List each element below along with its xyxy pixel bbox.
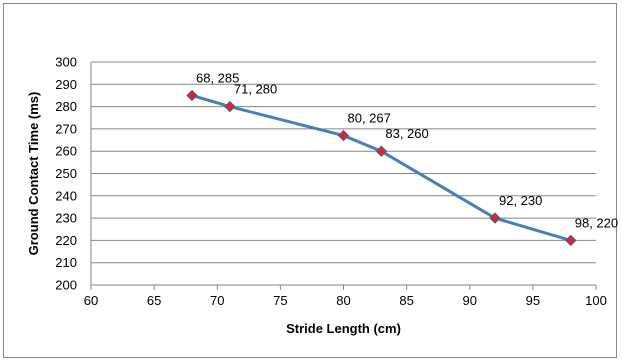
data-label: 83, 260: [385, 126, 428, 141]
y-tick-labels: 200 210 220 230 240 250 260 270 280 290 300: [55, 55, 77, 293]
x-tick-label: 90: [463, 293, 477, 308]
x-tick-label: 60: [84, 293, 98, 308]
data-label: 68, 285: [196, 70, 239, 85]
data-label: 92, 230: [499, 193, 542, 208]
y-tick-label: 220: [55, 233, 77, 248]
data-point-marker: [375, 145, 388, 157]
data-label: 80, 267: [348, 111, 391, 126]
data-point-marker: [224, 100, 236, 113]
x-tick-label: 95: [526, 293, 540, 308]
y-tick-label: 230: [55, 211, 77, 226]
x-axis-title: Stride Length (cm): [286, 321, 401, 336]
y-tick-label: 260: [55, 144, 77, 159]
data-point-marker: [565, 234, 577, 247]
x-tick-label: 70: [210, 293, 224, 308]
data-point-marker: [186, 89, 198, 102]
data-point-marker: [337, 129, 350, 142]
data-markers: [186, 89, 577, 247]
x-tick-label: 85: [399, 293, 413, 308]
y-tick-label: 280: [55, 99, 77, 114]
y-tick-label: 200: [55, 278, 77, 293]
y-tick-label: 290: [55, 77, 77, 92]
gridlines: [91, 61, 596, 264]
series-line: [191, 94, 572, 242]
data-label: 98, 220: [575, 215, 618, 230]
y-tick-label: 240: [55, 188, 77, 203]
x-tick-label: 100: [585, 293, 607, 308]
y-tick-label: 250: [55, 166, 77, 181]
data-point-marker: [489, 212, 501, 224]
x-tick-labels: 60 65 70 75 80 85 90 95 100: [84, 293, 607, 308]
x-tick-label: 75: [273, 293, 287, 308]
y-tick-label: 270: [55, 121, 77, 136]
x-tick-label: 65: [147, 293, 161, 308]
data-label: 71, 280: [234, 82, 277, 97]
y-tick-label: 210: [55, 255, 77, 270]
y-axis-title: Ground Contact Time (ms): [26, 92, 41, 256]
axes: [90, 62, 597, 290]
x-tick-label: 80: [336, 293, 350, 308]
y-tick-label: 300: [55, 55, 77, 70]
